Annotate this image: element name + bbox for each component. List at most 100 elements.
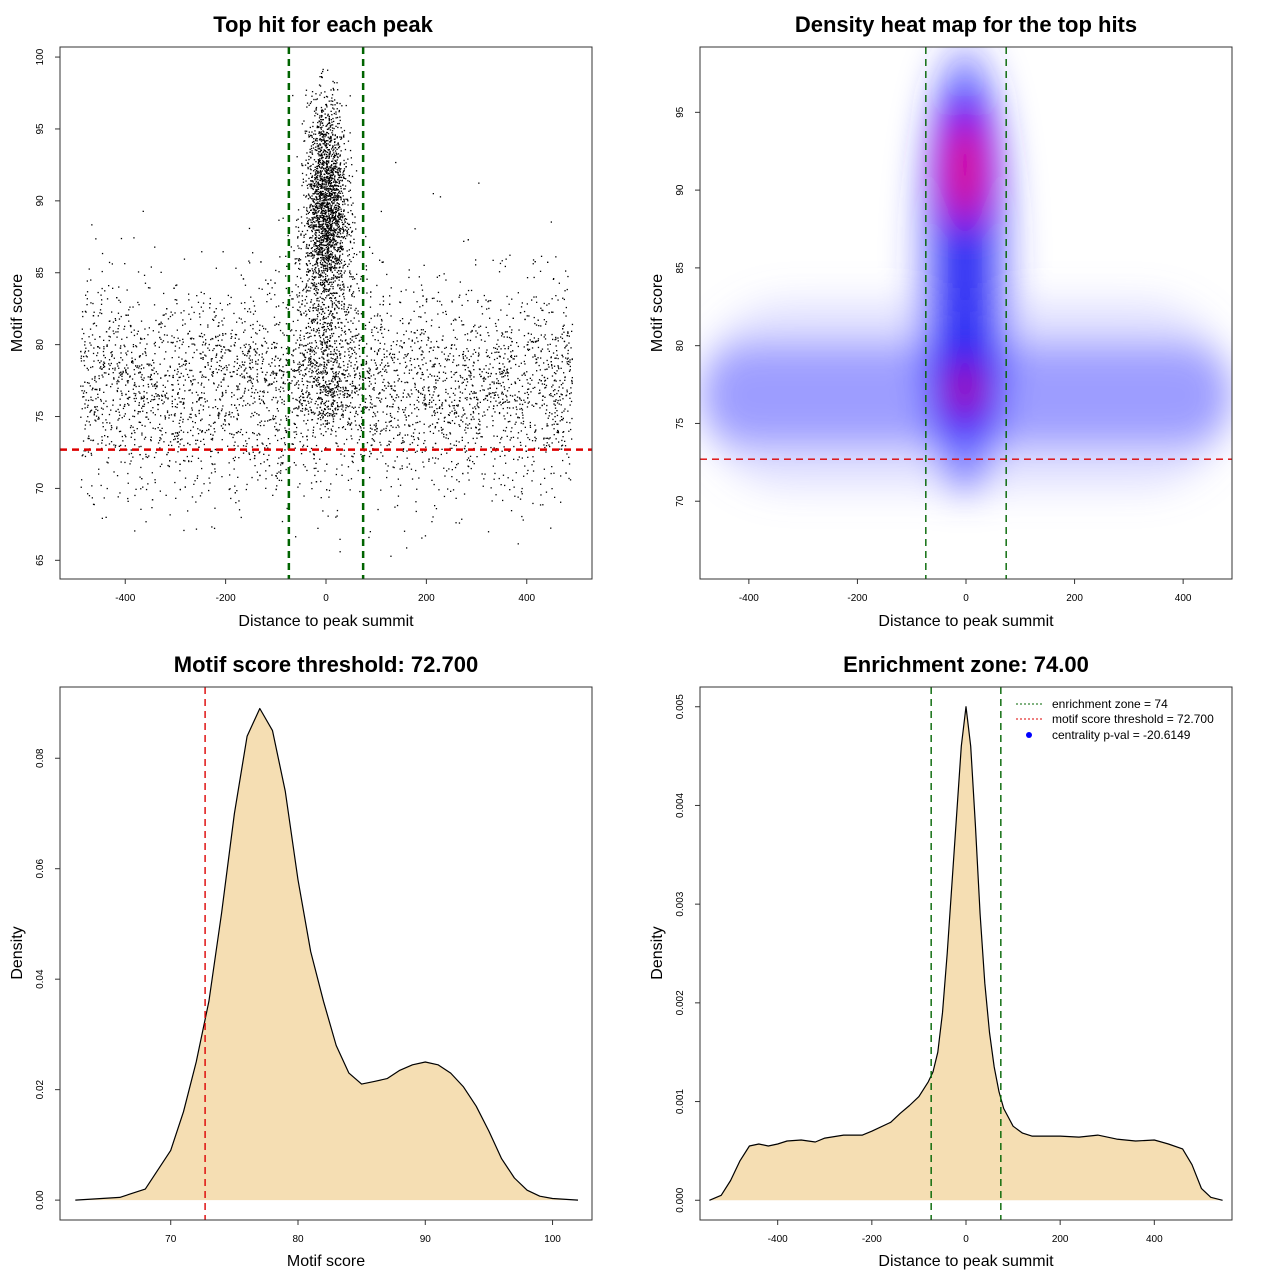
scatter-point <box>544 396 546 398</box>
scatter-point <box>414 451 417 453</box>
scatter-point <box>448 414 450 416</box>
scatter-point <box>335 182 337 184</box>
scatter-point <box>193 338 195 340</box>
scatter-point <box>379 441 381 444</box>
scatter-point <box>131 351 133 354</box>
scatter-point <box>274 347 276 349</box>
scatter-point <box>521 457 523 459</box>
scatter-point <box>169 441 172 443</box>
scatter-point <box>534 355 536 357</box>
scatter-point <box>536 361 538 364</box>
scatter-point <box>454 412 456 414</box>
scatter-point <box>479 325 482 327</box>
scatter-point <box>195 443 197 445</box>
scatter-point <box>129 376 131 378</box>
scatter-point <box>275 488 277 491</box>
scatter-point <box>434 427 436 429</box>
scatter-point <box>396 332 398 334</box>
scatter-point <box>312 257 314 259</box>
scatter-point <box>280 462 282 464</box>
scatter-point <box>118 445 121 447</box>
scatter-point <box>556 402 559 404</box>
scatter-point <box>109 336 111 338</box>
scatter-point <box>327 140 329 142</box>
scatter-point <box>444 358 447 360</box>
scatter-point <box>525 450 527 452</box>
scatter-point <box>449 433 452 435</box>
scatter-point <box>352 322 354 324</box>
scatter-point <box>264 420 266 422</box>
scatter-point <box>554 389 556 391</box>
scatter-point <box>117 408 119 411</box>
scatter-point <box>498 477 500 480</box>
scatter-point <box>91 389 93 391</box>
scatter-point <box>425 362 427 364</box>
scatter-point <box>219 398 221 400</box>
scatter-point <box>488 368 490 370</box>
scatter-point <box>305 332 307 334</box>
scatter-point <box>255 332 257 334</box>
scatter-point <box>183 459 185 462</box>
scatter-point <box>490 392 492 395</box>
scatter-point <box>504 265 506 268</box>
scatter-point <box>392 341 395 343</box>
scatter-point <box>501 332 503 334</box>
scatter-point <box>179 439 182 441</box>
scatter-point <box>211 358 213 360</box>
scatter-point <box>150 400 152 402</box>
scatter-point <box>467 457 470 459</box>
scatter-point <box>418 365 420 367</box>
scatter-point <box>325 277 327 280</box>
scatter-point <box>340 208 342 210</box>
scatter-point <box>496 387 498 390</box>
scatter-point <box>370 348 372 350</box>
scatter-point <box>456 464 458 466</box>
scatter-point <box>298 347 300 349</box>
scatter-point <box>317 381 319 383</box>
scatter-point <box>481 473 483 475</box>
scatter-point <box>428 403 430 405</box>
scatter-point <box>327 412 329 414</box>
scatter-point <box>299 366 301 368</box>
scatter-point <box>390 345 392 347</box>
scatter-point <box>464 445 466 447</box>
scatter-point <box>486 349 488 351</box>
scatter-point <box>532 263 534 265</box>
scatter-point <box>229 350 232 352</box>
scatter-point <box>320 193 323 195</box>
scatter-point <box>371 329 373 331</box>
scatter-point <box>540 483 542 485</box>
scatter-point <box>455 412 458 414</box>
scatter-point <box>330 165 332 167</box>
scatter-point <box>157 427 159 429</box>
scatter-point <box>360 336 362 338</box>
scatter-point <box>520 407 523 410</box>
scatter-point <box>335 185 337 187</box>
scatter-point <box>546 377 549 380</box>
scatter-point <box>264 447 266 449</box>
scatter-point <box>194 378 196 381</box>
scatter-point <box>431 406 433 408</box>
scatter-point <box>298 292 301 294</box>
scatter-point <box>322 417 324 419</box>
scatter-point <box>210 358 212 360</box>
scatter-point <box>251 391 253 394</box>
scatter-point <box>278 324 280 326</box>
scatter-point <box>462 407 464 409</box>
scatter-point <box>486 409 489 411</box>
scatter-point <box>423 466 425 468</box>
scatter-point <box>565 472 567 474</box>
scatter-point <box>287 379 289 381</box>
scatter-point <box>314 263 317 265</box>
scatter-point <box>331 346 334 348</box>
scatter-point <box>467 289 470 292</box>
scatter-point <box>343 173 345 176</box>
scatter-point <box>313 426 315 428</box>
scatter-point <box>399 484 402 486</box>
scatter-point <box>278 471 280 473</box>
scatter-point <box>281 370 283 373</box>
scatter-point <box>428 337 430 339</box>
scatter-point <box>512 350 514 352</box>
scatter-point <box>403 389 406 391</box>
scatter-point <box>80 486 82 488</box>
